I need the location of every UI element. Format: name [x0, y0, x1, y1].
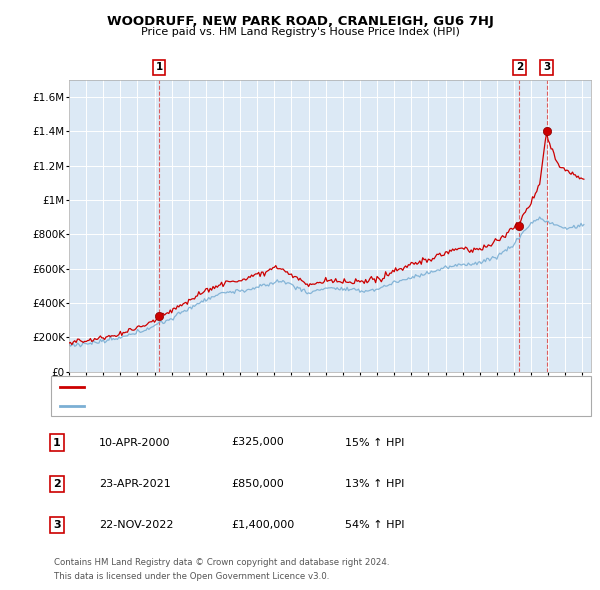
Text: 3: 3 — [53, 520, 61, 530]
Text: WOODRUFF, NEW PARK ROAD, CRANLEIGH, GU6 7HJ: WOODRUFF, NEW PARK ROAD, CRANLEIGH, GU6 … — [107, 15, 493, 28]
Text: 10-APR-2000: 10-APR-2000 — [99, 438, 170, 447]
Text: 15% ↑ HPI: 15% ↑ HPI — [345, 438, 404, 447]
Text: £1,400,000: £1,400,000 — [231, 520, 294, 530]
Text: 2: 2 — [53, 479, 61, 489]
Text: WOODRUFF, NEW PARK ROAD, CRANLEIGH, GU6 7HJ (detached house): WOODRUFF, NEW PARK ROAD, CRANLEIGH, GU6 … — [90, 382, 436, 392]
Text: 2: 2 — [515, 63, 523, 73]
Text: £325,000: £325,000 — [231, 438, 284, 447]
Text: Price paid vs. HM Land Registry's House Price Index (HPI): Price paid vs. HM Land Registry's House … — [140, 27, 460, 37]
Text: 23-APR-2021: 23-APR-2021 — [99, 479, 171, 489]
Text: 1: 1 — [53, 438, 61, 447]
Text: 13% ↑ HPI: 13% ↑ HPI — [345, 479, 404, 489]
Text: 22-NOV-2022: 22-NOV-2022 — [99, 520, 173, 530]
Text: HPI: Average price, detached house, Waverley: HPI: Average price, detached house, Wave… — [90, 401, 316, 411]
Text: £850,000: £850,000 — [231, 479, 284, 489]
Text: Contains HM Land Registry data © Crown copyright and database right 2024.: Contains HM Land Registry data © Crown c… — [54, 558, 389, 566]
Text: 3: 3 — [543, 63, 550, 73]
Text: 1: 1 — [155, 63, 163, 73]
Text: 54% ↑ HPI: 54% ↑ HPI — [345, 520, 404, 530]
Text: This data is licensed under the Open Government Licence v3.0.: This data is licensed under the Open Gov… — [54, 572, 329, 581]
